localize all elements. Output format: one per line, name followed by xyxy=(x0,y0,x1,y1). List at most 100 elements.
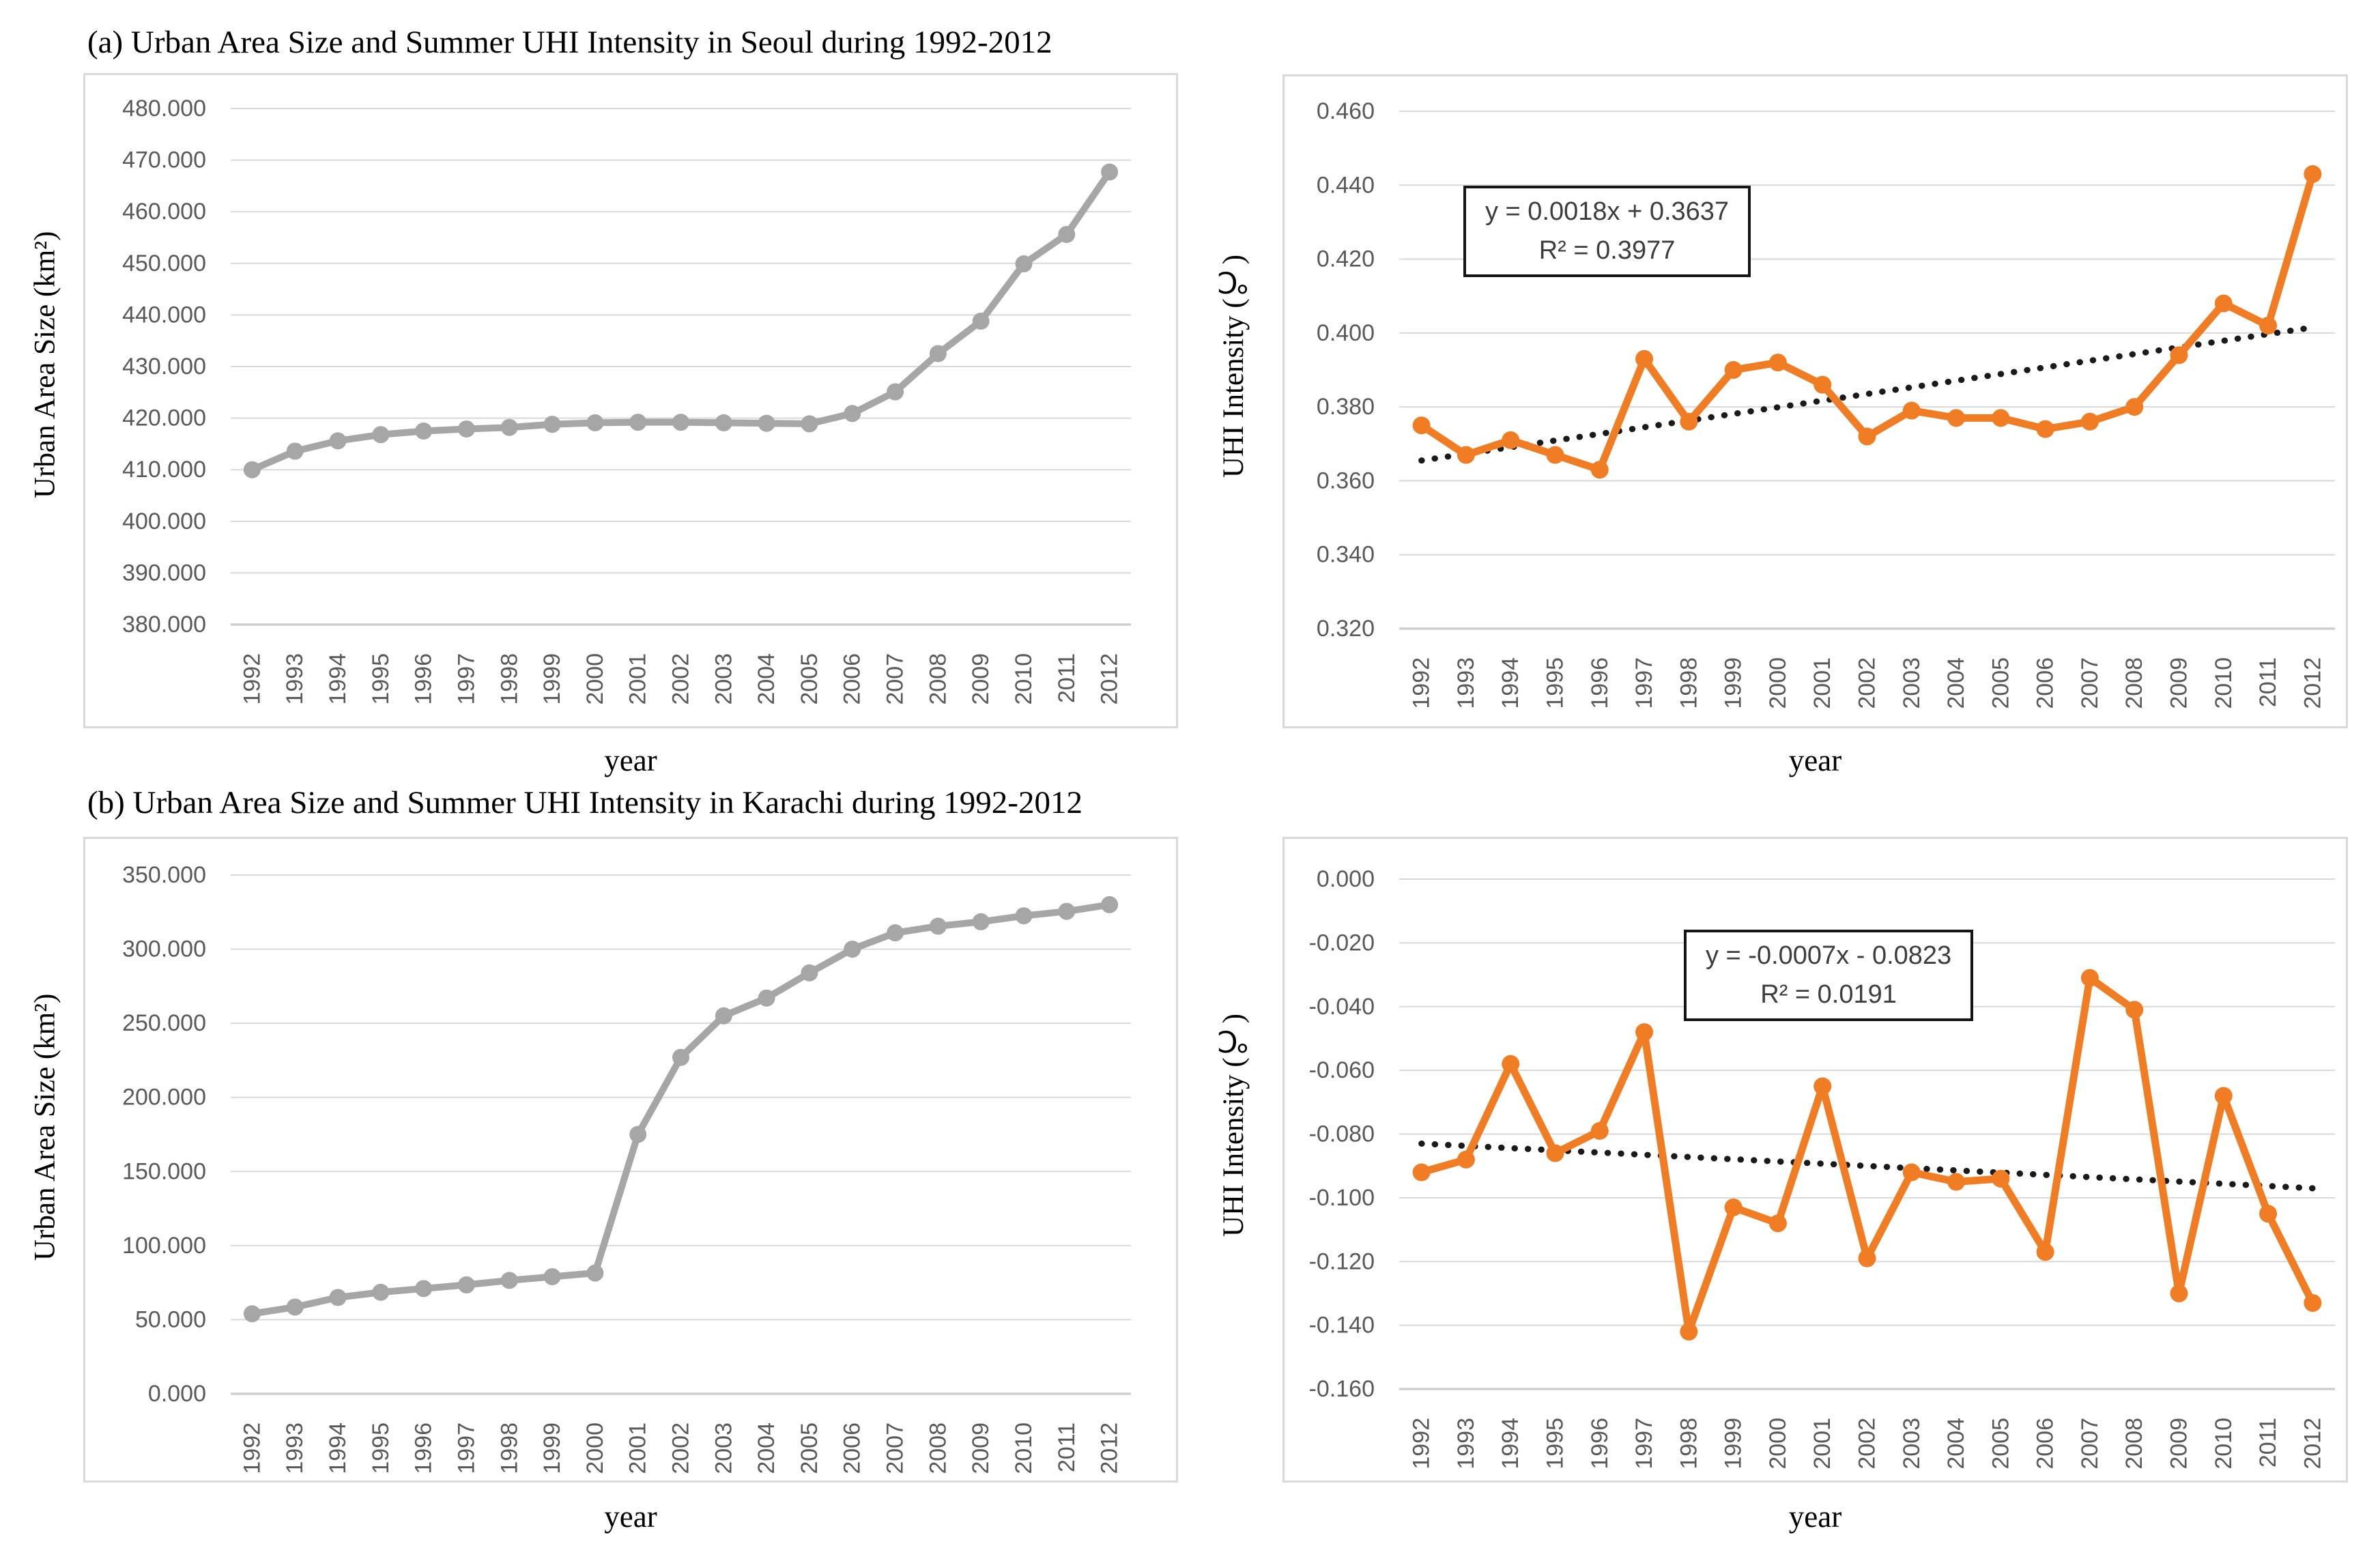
svg-text:-0.100: -0.100 xyxy=(1309,1185,1375,1211)
svg-text:0.420: 0.420 xyxy=(1317,246,1375,272)
seoul-uhi-chart: 0.460 0.440 0.420 0.400 0.380 0.360 0.340 0.320… xyxy=(1282,74,2348,728)
svg-text:2009: 2009 xyxy=(968,1422,994,1474)
svg-text:2002: 2002 xyxy=(1854,1418,1880,1470)
svg-text:0.320: 0.320 xyxy=(1317,616,1375,642)
seoul-urban-area-plot: 480.000 470.000 460.000 450.000 440.000 430.0… xyxy=(122,96,1131,705)
svg-text:2005: 2005 xyxy=(1988,1418,2013,1470)
svg-text:350.000: 350.000 xyxy=(122,862,206,888)
svg-text:1992: 1992 xyxy=(1409,657,1435,709)
svg-text:1996: 1996 xyxy=(1587,1418,1613,1470)
svg-text:2000: 2000 xyxy=(1765,1418,1791,1470)
svg-text:420.000: 420.000 xyxy=(122,405,206,431)
svg-text:380.000: 380.000 xyxy=(122,612,206,638)
x-axis-title-karachi-area: year xyxy=(604,1500,657,1534)
x-axis-title-karachi-uhi: year xyxy=(1788,1500,1842,1534)
svg-text:2001: 2001 xyxy=(625,653,651,705)
svg-text:2003: 2003 xyxy=(1899,1418,1925,1470)
svg-text:2010: 2010 xyxy=(2211,1418,2237,1470)
svg-text:1992: 1992 xyxy=(1409,1418,1435,1470)
svg-text:2000: 2000 xyxy=(1765,657,1791,709)
y-axis-title-seoul-area: Urban Area Size (km²) xyxy=(29,231,61,498)
panel-b-title: (b) Urban Area Size and Summer UHI Inten… xyxy=(87,785,1083,820)
svg-text:-0.060: -0.060 xyxy=(1309,1057,1375,1083)
svg-text:1999: 1999 xyxy=(539,1422,565,1474)
svg-text:2004: 2004 xyxy=(754,653,779,705)
karachi-uhi-chart: 0.000 -0.020 -0.040 -0.060 -0.080 -0.100 -0.12… xyxy=(1282,837,2348,1483)
svg-text:1993: 1993 xyxy=(282,1422,308,1474)
svg-text:0.000: 0.000 xyxy=(1317,866,1375,892)
svg-text:2010: 2010 xyxy=(1011,653,1037,705)
svg-text:-0.020: -0.020 xyxy=(1309,930,1375,956)
svg-text:1998: 1998 xyxy=(1676,657,1702,709)
svg-text:2001: 2001 xyxy=(1809,657,1835,709)
svg-text:2008: 2008 xyxy=(925,653,951,705)
svg-text:470.000: 470.000 xyxy=(122,147,206,173)
trendline-equation: y = 0.0018x + 0.3637 xyxy=(1485,197,1730,226)
svg-text:1995: 1995 xyxy=(1543,1418,1568,1470)
svg-text:1994: 1994 xyxy=(1497,1418,1523,1470)
svg-text:200.000: 200.000 xyxy=(122,1085,206,1111)
svg-text:1997: 1997 xyxy=(1631,1418,1657,1470)
svg-text:1993: 1993 xyxy=(1453,1418,1479,1470)
svg-text:2012: 2012 xyxy=(2299,657,2325,709)
svg-text:-0.160: -0.160 xyxy=(1309,1376,1375,1402)
svg-text:1993: 1993 xyxy=(1453,657,1479,709)
svg-text:2006: 2006 xyxy=(840,653,865,705)
svg-text:2007: 2007 xyxy=(2077,657,2103,709)
svg-text:2007: 2007 xyxy=(883,1422,908,1474)
svg-text:2011: 2011 xyxy=(2255,657,2281,707)
svg-text:300.000: 300.000 xyxy=(122,936,206,962)
svg-text:2006: 2006 xyxy=(2033,1418,2059,1470)
y-axis-title-karachi-area: Urban Area Size (km²) xyxy=(29,993,61,1261)
svg-text:2002: 2002 xyxy=(1854,657,1880,709)
svg-text:2012: 2012 xyxy=(1097,653,1123,705)
svg-text:2010: 2010 xyxy=(1011,1422,1037,1474)
svg-text:1992: 1992 xyxy=(239,653,265,705)
svg-text:0.000: 0.000 xyxy=(148,1381,206,1407)
svg-text:2011: 2011 xyxy=(1054,1422,1080,1472)
karachi-urban-area-plot: 350.000 300.000 250.000 200.000 150.000 100.0… xyxy=(122,862,1131,1474)
svg-text:0.460: 0.460 xyxy=(1317,98,1375,124)
svg-text:1993: 1993 xyxy=(282,653,308,705)
svg-text:250.000: 250.000 xyxy=(122,1010,206,1036)
x-axis-title-seoul-uhi: year xyxy=(1788,743,1842,777)
svg-text:1995: 1995 xyxy=(368,1422,394,1474)
svg-text:2009: 2009 xyxy=(2166,1418,2192,1470)
svg-text:1994: 1994 xyxy=(325,653,351,705)
svg-text:1999: 1999 xyxy=(1721,657,1747,709)
svg-text:1995: 1995 xyxy=(1543,657,1568,709)
svg-text:1998: 1998 xyxy=(496,653,522,705)
svg-text:2009: 2009 xyxy=(968,653,994,705)
svg-text:2003: 2003 xyxy=(711,1422,736,1474)
svg-text:2007: 2007 xyxy=(2077,1418,2103,1470)
svg-text:1999: 1999 xyxy=(539,653,565,705)
svg-text:2007: 2007 xyxy=(883,653,908,705)
svg-text:0.440: 0.440 xyxy=(1317,172,1375,198)
svg-text:480.000: 480.000 xyxy=(122,96,206,121)
svg-text:2008: 2008 xyxy=(2121,657,2147,709)
svg-text:460.000: 460.000 xyxy=(122,199,206,225)
svg-text:2003: 2003 xyxy=(711,653,736,705)
svg-text:430.000: 430.000 xyxy=(122,354,206,380)
svg-text:1996: 1996 xyxy=(1587,657,1613,709)
svg-text:2006: 2006 xyxy=(2033,657,2059,709)
svg-text:0.340: 0.340 xyxy=(1317,542,1375,568)
svg-text:400.000: 400.000 xyxy=(122,509,206,534)
svg-text:1997: 1997 xyxy=(453,653,479,705)
seoul-urban-area-chart: 480.000 470.000 460.000 450.000 440.000 430.0… xyxy=(83,73,1178,728)
svg-text:0.400: 0.400 xyxy=(1317,320,1375,346)
svg-text:2005: 2005 xyxy=(1988,657,2013,709)
svg-text:440.000: 440.000 xyxy=(122,302,206,328)
svg-text:2000: 2000 xyxy=(582,1422,608,1474)
svg-text:2011: 2011 xyxy=(1054,653,1080,703)
svg-text:2008: 2008 xyxy=(925,1422,951,1474)
seoul-uhi-plot: 0.460 0.440 0.420 0.400 0.380 0.360 0.340 0.320… xyxy=(1317,98,2335,709)
svg-text:1995: 1995 xyxy=(368,653,394,705)
trendline-r-squared: R² = 0.3977 xyxy=(1538,236,1676,265)
svg-text:2000: 2000 xyxy=(582,653,608,705)
svg-text:-0.080: -0.080 xyxy=(1309,1121,1375,1147)
seoul-trendline-equation-box: y = 0.0018x + 0.3637 R² = 0.3977 xyxy=(1463,186,1751,277)
svg-text:150.000: 150.000 xyxy=(122,1158,206,1184)
svg-text:2002: 2002 xyxy=(668,1422,694,1474)
svg-text:2012: 2012 xyxy=(1097,1422,1123,1474)
